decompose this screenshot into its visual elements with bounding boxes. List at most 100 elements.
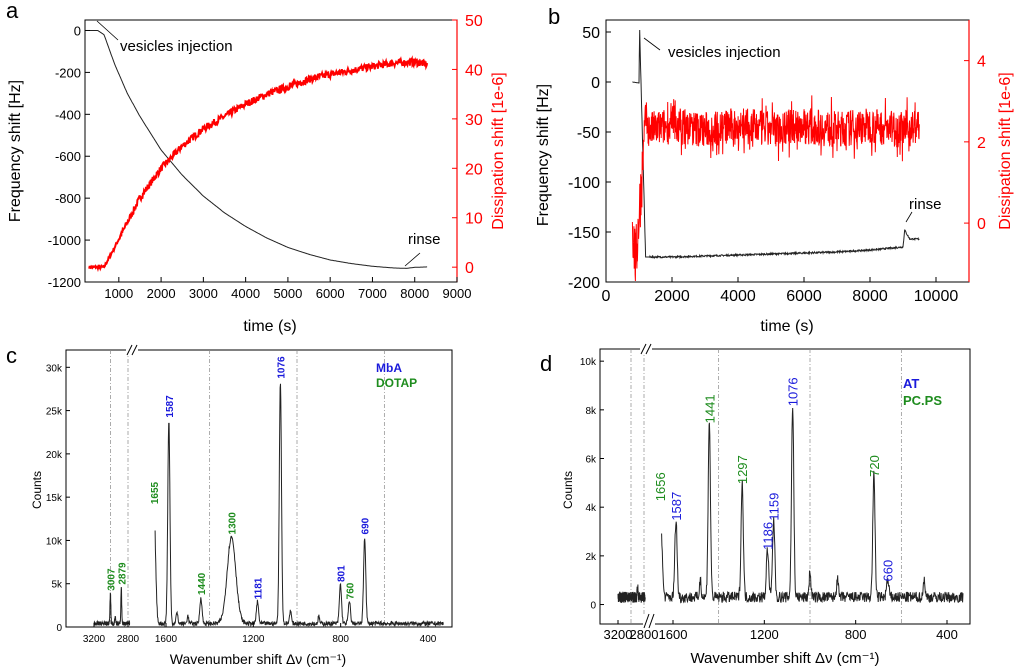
- panel-b-annotation-injection: vesicles injection: [668, 44, 781, 61]
- panel-a: a 1000 2000 3000 4000 5000 6000 7000 8000 9000 0 -…: [6, 0, 507, 335]
- panel-b-rinse-arrow: [905, 211, 913, 223]
- panel-c-peak-label-1300: 1300: [228, 512, 239, 535]
- panel-b-ytick-label: -200: [568, 275, 600, 292]
- panel-b-frequency-line: [632, 29, 920, 260]
- panel-c-ytick-label: 10k: [46, 536, 63, 547]
- panel-b-xtick-label: 2000: [654, 288, 690, 305]
- panel-d-ytick-label: 0: [590, 601, 596, 612]
- panel-b-y2label: Dissipation shift [1e-6]: [997, 72, 1014, 229]
- panel-b-label: b: [548, 4, 560, 29]
- panel-a-ytick-label: -1000: [48, 233, 81, 248]
- panel-a-xtick-label: 5000: [273, 286, 302, 301]
- panel-c-ytick-label: 0: [56, 623, 62, 634]
- panel-a-xtick-label: 4000: [231, 286, 260, 301]
- panel-b-ytick-label: -150: [568, 225, 600, 242]
- panel-b-xtick-label: 8000: [852, 288, 888, 305]
- panel-a-ytick-label: -800: [55, 191, 81, 206]
- panel-d-peak-label-1297: 1297: [735, 455, 750, 484]
- panel-b-y2tick-label: 2: [977, 135, 986, 152]
- panel-d-legend-at: AT: [903, 376, 919, 391]
- panel-d-peak-label-1656: 1656: [653, 472, 668, 501]
- panel-d-peak-label-1186: 1186: [761, 522, 776, 550]
- panel-a-y2tick-label: 40: [465, 62, 483, 79]
- panel-d-spectrum: [617, 407, 964, 604]
- panel-a-xtick-label: 7000: [358, 286, 387, 301]
- panel-d-legend-pcps: PC.PS: [903, 393, 942, 408]
- panel-d-peak-label-1441: 1441: [702, 394, 717, 423]
- panel-d-xtick-label: 800: [845, 627, 867, 642]
- panel-c-xlabel: Wavenumber shift Δν (cm⁻¹): [170, 651, 346, 667]
- panel-a-annotation-rinse: rinse: [408, 231, 441, 248]
- panel-c: c 3200 2800 1600 1200 800 400 0 5k 10k 15k 20k 25k 3…: [6, 343, 453, 667]
- panel-a-y2tick-label: 10: [465, 211, 483, 228]
- panel-c-peak-label-3007: 3007: [106, 568, 117, 591]
- panel-c-axis-break: [126, 344, 138, 356]
- panel-b-ylabel: Frequency shift [Hz]: [535, 84, 552, 226]
- panel-c-peak-label-1587: 1587: [165, 395, 176, 418]
- panel-a-annotation-injection: vesicles injection: [120, 38, 233, 55]
- panel-c-peak-label-801: 801: [336, 565, 347, 582]
- panel-a-y2tick-label: 50: [465, 13, 483, 30]
- panel-d-frame: [599, 348, 971, 625]
- panel-d-ytick-label: 10k: [580, 357, 597, 368]
- panel-d-xtick-label: 400: [936, 627, 958, 642]
- panel-c-ytick-label: 25k: [46, 407, 63, 418]
- panel-d-peak-label-720: 720: [867, 455, 882, 477]
- panel-a-frequency-line: [89, 30, 428, 269]
- panel-b-xtick-label: 0: [602, 288, 611, 305]
- panel-d-xtick-label: 1200: [750, 627, 779, 642]
- panel-a-ytick-label: 0: [74, 23, 81, 38]
- panel-a-ylabel: Frequency shift [Hz]: [7, 80, 24, 222]
- panel-c-ytick-label: 20k: [46, 450, 63, 461]
- panel-a-xtick-label: 8000: [400, 286, 429, 301]
- panel-b-y2tick-label: 4: [977, 54, 986, 71]
- panel-b-xtick-label: 4000: [720, 288, 756, 305]
- panel-c-legend-mba: MbA: [376, 361, 402, 375]
- panel-c-xtick-label: 400: [420, 634, 437, 645]
- panel-b-xtick-label: 10000: [914, 288, 959, 305]
- panel-a-rinse-arrow: [404, 252, 421, 267]
- panel-b-xtick-label: 6000: [786, 288, 822, 305]
- panel-b-ytick-label: 50: [582, 25, 600, 42]
- panel-d-ytick-label: 6k: [585, 455, 597, 466]
- panel-b-dissipation-line: [631, 95, 920, 282]
- panel-b-xlabel: time (s): [760, 318, 813, 335]
- panel-c-xtick-label: 1200: [242, 634, 265, 645]
- panel-d-peak-label-1587: 1587: [669, 492, 684, 521]
- panel-d-xlabel: Wavenumber shift Δν (cm⁻¹): [690, 650, 879, 667]
- panel-a-y2tick-label: 30: [465, 112, 483, 129]
- panel-c-peak-label-1076: 1076: [276, 356, 287, 379]
- panel-a-ytick-label: -200: [55, 65, 81, 80]
- panel-a-dissipation-line: [88, 55, 429, 273]
- panel-c-xtick-label: 2800: [117, 634, 140, 645]
- panel-d-peak-label-1159: 1159: [767, 493, 782, 521]
- panel-c-peak-label-690: 690: [361, 517, 372, 534]
- panel-c-xtick-label: 3200: [83, 634, 106, 645]
- panel-c-peak-label-1181: 1181: [253, 577, 264, 599]
- panel-b-ytick-label: -100: [568, 175, 600, 192]
- panel-d-xtick-label: 3200: [604, 627, 633, 642]
- panel-d-ylabel: Counts: [561, 471, 575, 509]
- panel-d-label: d: [540, 351, 552, 376]
- panel-c-ytick-label: 30k: [46, 363, 63, 374]
- panel-d-xtick-label: 1600: [659, 627, 688, 642]
- panel-c-ytick-label: 5k: [51, 580, 63, 591]
- panel-d-peak-label-1076: 1076: [786, 377, 801, 406]
- panel-a-ytick-label: -1200: [48, 275, 81, 290]
- panel-c-spectrum: [93, 383, 444, 628]
- panel-a-xtick-label: 2000: [147, 286, 176, 301]
- panel-b-injection-arrow: [643, 37, 661, 51]
- panel-c-frame: [65, 349, 453, 628]
- panel-a-ytick-label: -600: [55, 149, 81, 164]
- panel-a-y2tick-label: 0: [465, 260, 474, 277]
- panel-c-legend-dotap: DOTAP: [376, 376, 417, 390]
- panel-b-frame: [605, 19, 970, 283]
- panel-c-xtick-label: 1600: [155, 634, 178, 645]
- panel-c-xtick-label: 800: [332, 634, 349, 645]
- panel-d-ytick-label: 8k: [585, 406, 597, 417]
- panel-d-peak-label-660: 660: [881, 560, 896, 582]
- panel-a-xtick-label: 3000: [189, 286, 218, 301]
- panel-a-xtick-label: 9000: [443, 286, 472, 301]
